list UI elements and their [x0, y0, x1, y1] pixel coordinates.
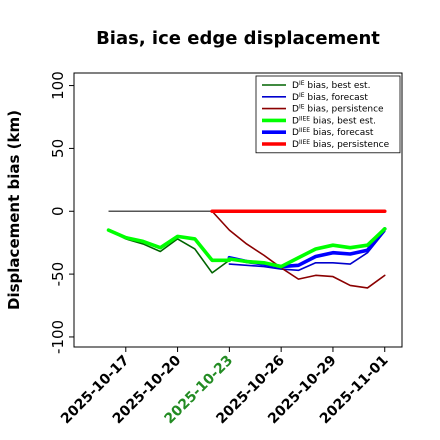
chart-title: Bias, ice edge displacement	[96, 28, 380, 49]
legend-label: DIE bias, persistence	[292, 104, 384, 115]
series-line-6	[227, 227, 387, 269]
y-tick-label: 50	[49, 139, 67, 158]
legend-box	[255, 75, 401, 154]
y-tick-label: 100	[49, 71, 67, 100]
legend-label: DIIEE bias, persistence	[292, 139, 390, 150]
legend-label: DIE bias, best est.	[292, 80, 370, 91]
legend-label: DIIEE bias, best est.	[292, 115, 376, 126]
y-tick-label: -100	[49, 320, 67, 354]
series-line-2	[211, 210, 386, 289]
plot-area	[106, 209, 387, 289]
y-tick-label: 0	[49, 206, 67, 216]
legend: DIE bias, best est.DIE bias, forecastDIE…	[255, 75, 401, 154]
series-line-3	[106, 228, 232, 263]
y-tick-label: -50	[49, 262, 67, 287]
y-axis-label: Displacement bias (km)	[5, 110, 23, 310]
legend-label: DIIEE bias, forecast	[292, 127, 374, 138]
legend-label: DIE bias, forecast	[292, 92, 368, 103]
plot-frame	[73, 72, 403, 348]
series-line-1	[228, 230, 386, 272]
